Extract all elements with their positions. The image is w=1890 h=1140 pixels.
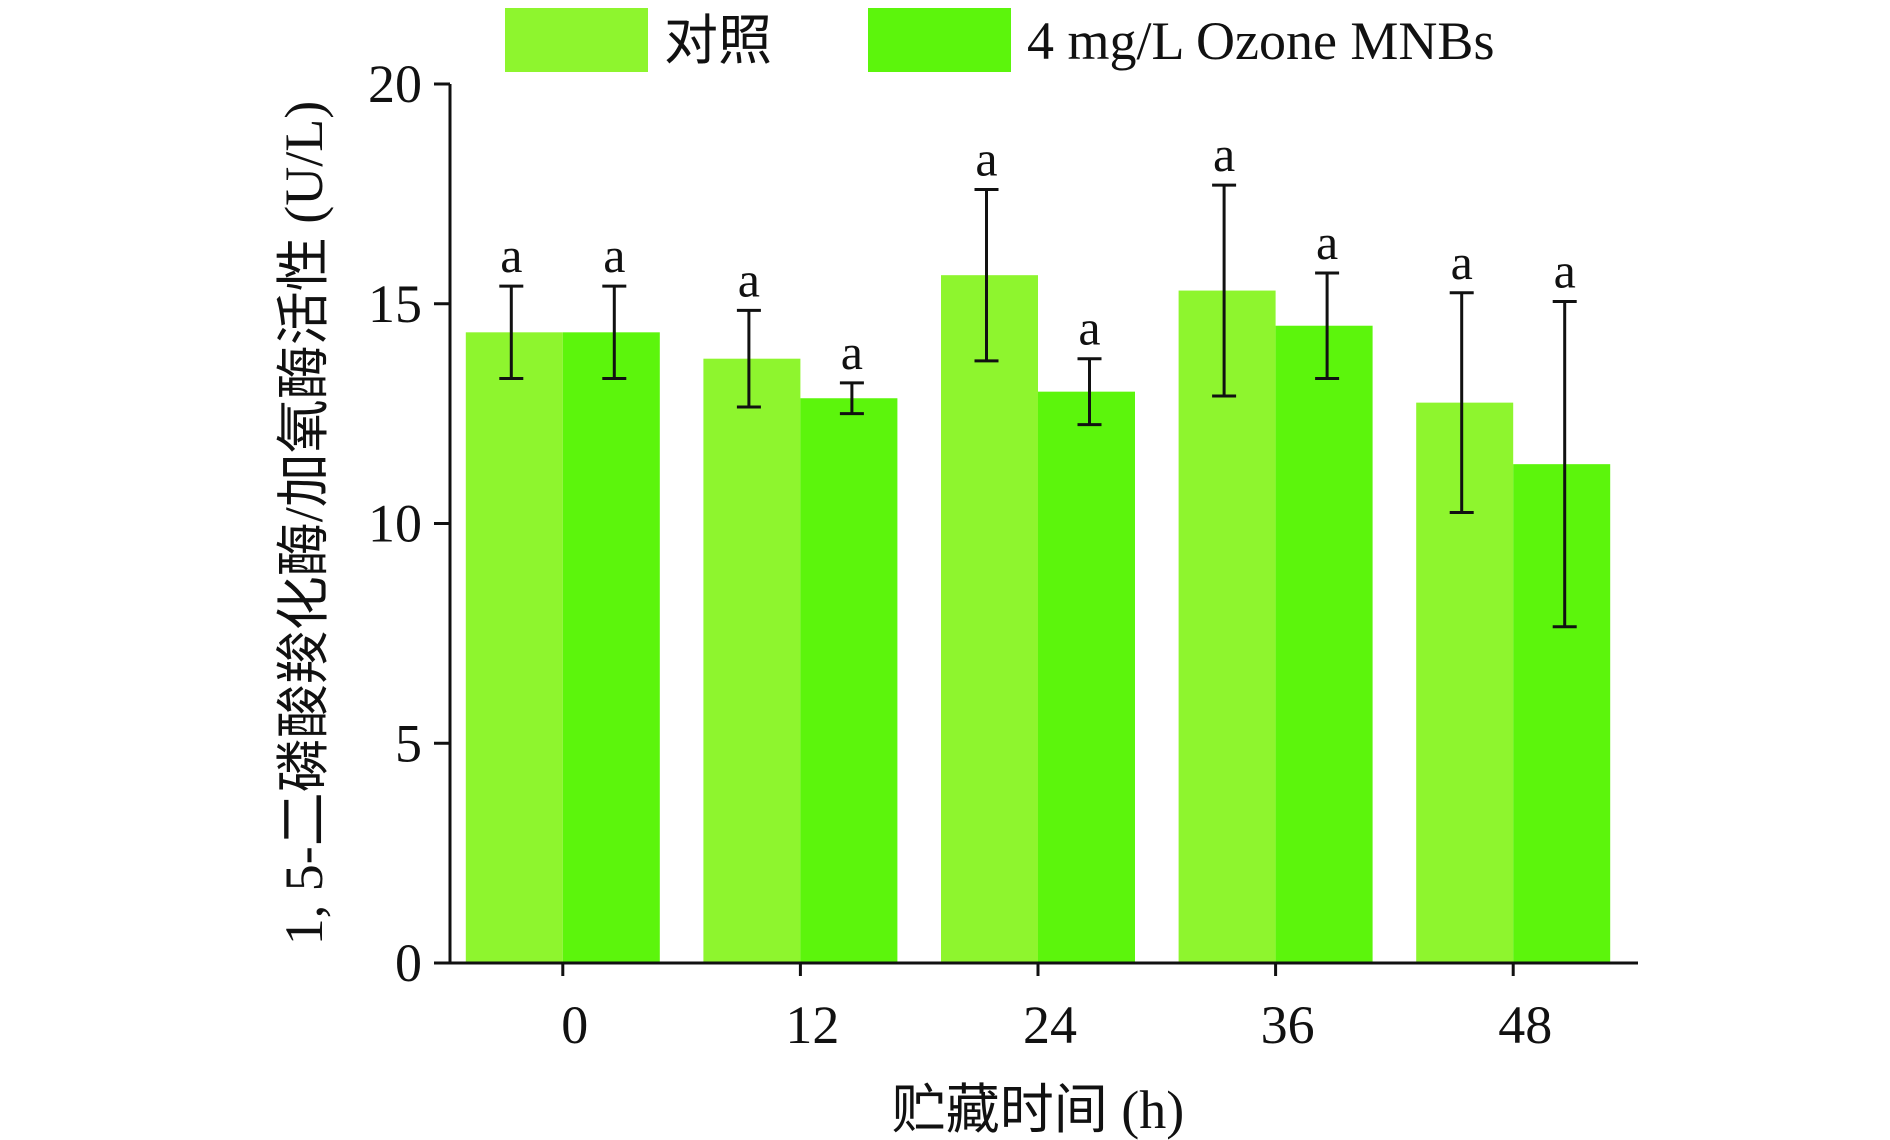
significance-label: a: [975, 130, 997, 186]
bars: [465, 275, 1611, 964]
bar-control: [1178, 290, 1276, 963]
y-ticks: 0 5 10 15 20: [368, 54, 450, 993]
bar-ozone: [1513, 464, 1611, 963]
legend-label-ozone: 4 mg/L Ozone MNBs: [1027, 11, 1494, 71]
bar-ozone: [1275, 325, 1373, 964]
legend-swatch-ozone: [868, 8, 1011, 72]
legend-label-control: 对照: [664, 11, 772, 71]
y-tick-label: 0: [395, 933, 422, 993]
significance-label: a: [603, 227, 625, 283]
x-tick-label: 36: [1261, 995, 1315, 1055]
significance-label: a: [1213, 126, 1235, 182]
y-tick-label: 20: [368, 54, 422, 114]
significance-label: a: [1451, 234, 1473, 290]
bar-control: [1416, 402, 1514, 963]
significance-label: a: [500, 227, 522, 283]
x-axis-title: 贮藏时间 (h): [892, 1080, 1184, 1140]
y-tick-label: 10: [368, 494, 422, 554]
axes: 0 5 10 15 20 0 12 24 36 48: [368, 54, 1638, 1055]
significance-labels: a a a a a a a a a a: [500, 126, 1576, 380]
bar-ozone: [800, 398, 898, 963]
x-tick-label: 12: [785, 995, 839, 1055]
x-ticks: 0 12 24 36 48: [561, 963, 1552, 1055]
bar-ozone: [562, 332, 660, 963]
significance-label: a: [841, 324, 863, 380]
bar-control: [941, 275, 1038, 963]
error-bars: [499, 183, 1577, 629]
x-tick-label: 0: [561, 995, 588, 1055]
significance-label: a: [1316, 214, 1338, 270]
y-tick-label: 5: [395, 713, 422, 773]
legend-swatch-control: [505, 8, 648, 72]
y-tick-label: 15: [368, 274, 422, 334]
y-axis-title: 1, 5-二磷酸羧化酶/加氧酶活性 (U/L): [274, 101, 334, 945]
significance-label: a: [738, 251, 760, 307]
bar-control: [703, 358, 801, 963]
x-tick-label: 24: [1023, 995, 1077, 1055]
x-tick-label: 48: [1498, 995, 1552, 1055]
significance-label: a: [1078, 300, 1100, 356]
legend: 对照 4 mg/L Ozone MNBs: [505, 8, 1494, 72]
bar-control: [465, 332, 563, 963]
bar-ozone: [1038, 391, 1135, 963]
significance-label: a: [1554, 243, 1576, 299]
